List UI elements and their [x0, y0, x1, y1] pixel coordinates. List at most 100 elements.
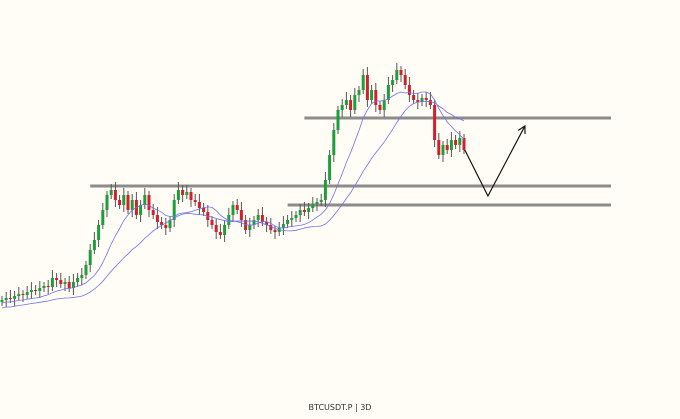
candle-bullish — [38, 288, 42, 291]
candle-bearish — [181, 190, 185, 195]
candle-bearish — [164, 225, 168, 228]
candle-bearish — [147, 195, 151, 210]
candle-bullish — [290, 218, 294, 220]
candle-bullish — [109, 190, 113, 195]
candle-bullish — [168, 220, 172, 228]
candle-bullish — [76, 278, 80, 282]
moving-average-line — [1, 100, 465, 309]
candle-bearish — [126, 195, 130, 210]
candle-bullish — [42, 286, 46, 288]
candle-bearish — [55, 278, 59, 280]
candle-bullish — [50, 278, 54, 287]
candle-bearish — [160, 222, 164, 225]
candle-bullish — [122, 195, 126, 205]
candle-bearish — [273, 230, 277, 232]
candle-bullish — [63, 282, 67, 284]
candle-bullish — [344, 100, 348, 105]
candle-bearish — [189, 192, 193, 200]
candle-bearish — [407, 85, 411, 95]
candle-bullish — [101, 210, 105, 225]
candle-bearish — [197, 202, 201, 208]
candle-bullish — [286, 220, 290, 224]
candle-bullish — [357, 90, 361, 95]
candle-bearish — [34, 290, 38, 291]
candle-bullish — [458, 138, 462, 145]
arrowhead-icon — [517, 124, 526, 135]
candle-bearish — [399, 70, 403, 75]
candle-bullish — [298, 210, 302, 215]
candle-bullish — [353, 95, 357, 110]
candle-bullish — [336, 110, 340, 130]
candle-bullish — [92, 240, 96, 250]
candle-bullish — [84, 265, 88, 275]
candle-bullish — [71, 282, 75, 288]
candle-bearish — [302, 210, 306, 212]
candle-bullish — [25, 292, 29, 295]
candle-bullish — [386, 85, 390, 100]
candle-bullish — [130, 200, 134, 210]
candle-bullish — [441, 145, 445, 155]
candle-bearish — [210, 220, 214, 225]
candle-bearish — [454, 140, 458, 145]
candle-bearish — [424, 98, 428, 100]
candle-bullish — [328, 155, 332, 180]
candle-bearish — [202, 208, 206, 212]
candle-bullish — [185, 192, 189, 195]
candle-bullish — [391, 80, 395, 85]
candle-bullish — [319, 200, 323, 202]
candle-bearish — [151, 210, 155, 215]
candle-bearish — [462, 138, 466, 150]
candle-bullish — [252, 220, 256, 225]
candle-bullish — [176, 190, 180, 200]
candle-bearish — [155, 215, 159, 222]
candle-bullish — [0, 300, 4, 302]
candle-bullish — [29, 290, 33, 292]
candle-bearish — [235, 205, 239, 210]
candle-bearish — [403, 75, 407, 85]
candle-bearish — [265, 222, 269, 225]
candle-bearish — [67, 282, 71, 288]
candle-bullish — [139, 205, 143, 215]
candle-bullish — [294, 215, 298, 218]
candle-bearish — [59, 280, 63, 284]
candle-bullish — [311, 204, 315, 208]
candle-bullish — [231, 205, 235, 215]
candle-bearish — [416, 100, 420, 102]
candle-bearish — [349, 100, 353, 110]
candle-bullish — [332, 130, 336, 155]
candle-bearish — [118, 200, 122, 205]
candle-bullish — [143, 195, 147, 205]
candle-bearish — [46, 286, 50, 287]
candle-bullish — [223, 225, 227, 235]
candle-bullish — [172, 200, 176, 220]
candle-bearish — [269, 225, 273, 230]
candle-bearish — [113, 190, 117, 200]
candle-bullish — [382, 100, 386, 110]
candle-bearish — [365, 75, 369, 100]
candle-bearish — [218, 232, 222, 235]
candle-bullish — [395, 70, 399, 80]
candle-bearish — [260, 215, 264, 222]
candle-bullish — [340, 105, 344, 110]
candle-bearish — [214, 225, 218, 232]
candle-bullish — [248, 225, 252, 230]
symbol-timeframe-label: BTCUSDT.P | 3D — [308, 403, 372, 412]
candle-bearish — [193, 200, 197, 202]
candle-bullish — [281, 224, 285, 228]
candle-bullish — [88, 250, 92, 265]
candle-bearish — [21, 294, 25, 295]
candle-bullish — [315, 202, 319, 204]
candle-bullish — [449, 140, 453, 150]
candle-bullish — [97, 225, 101, 240]
candle-bearish — [445, 145, 449, 150]
candle-bearish — [239, 210, 243, 220]
projection-path — [464, 125, 526, 198]
candle-bearish — [378, 105, 382, 110]
candle-bearish — [428, 100, 432, 105]
candle-bullish — [80, 275, 84, 278]
candle-bearish — [433, 105, 437, 140]
candle-bearish — [437, 140, 441, 155]
candle-bullish — [4, 298, 8, 300]
candle-bullish — [105, 195, 109, 210]
